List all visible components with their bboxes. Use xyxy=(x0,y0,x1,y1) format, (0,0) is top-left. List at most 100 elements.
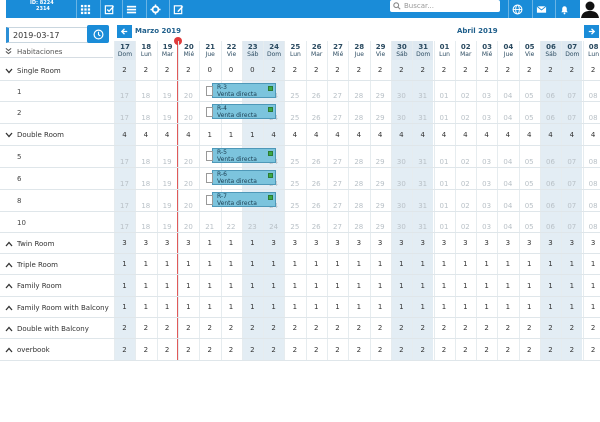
day-header[interactable]: 20 Mié xyxy=(177,41,199,60)
chevron-up-icon[interactable] xyxy=(5,326,13,332)
day-header[interactable]: 29 Vie xyxy=(369,41,391,60)
free-day-cell[interactable]: 07 xyxy=(567,158,577,166)
free-day-cell[interactable]: 18 xyxy=(141,114,151,122)
free-day-cell[interactable]: 19 xyxy=(162,114,172,122)
free-day-cell[interactable]: 03 xyxy=(482,180,492,188)
free-day-cell[interactable]: 04 xyxy=(503,114,513,122)
free-day-cell[interactable]: 30 xyxy=(396,180,406,188)
free-day-cell[interactable]: 06 xyxy=(546,180,555,188)
free-day-cell[interactable]: 01 xyxy=(439,158,449,166)
free-day-cell[interactable]: 31 xyxy=(418,180,428,188)
free-day-cell[interactable]: 01 xyxy=(439,180,449,188)
free-day-cell[interactable]: 25 xyxy=(290,158,300,166)
day-header[interactable]: 28 Jue xyxy=(348,41,369,60)
free-day-cell[interactable]: 19 xyxy=(162,92,172,100)
free-day-cell[interactable]: 03 xyxy=(482,202,492,210)
free-day-cell[interactable]: 20 xyxy=(183,223,193,231)
day-header[interactable]: 04 Jue xyxy=(497,41,518,60)
chevron-up-icon[interactable] xyxy=(5,283,13,289)
free-day-cell[interactable]: 04 xyxy=(503,223,513,231)
free-day-cell[interactable]: 25 xyxy=(290,202,300,210)
free-day-cell[interactable]: 17 xyxy=(120,92,129,100)
room-row[interactable]: 8 xyxy=(0,190,113,212)
free-day-cell[interactable]: 24 xyxy=(269,223,279,231)
day-header[interactable]: 23 Sáb xyxy=(241,41,263,60)
free-day-cell[interactable]: 18 xyxy=(141,180,151,188)
free-day-cell[interactable]: 05 xyxy=(524,158,534,166)
day-header[interactable]: 24 Dom xyxy=(263,41,285,60)
free-day-cell[interactable]: 26 xyxy=(311,92,321,100)
edit-icon[interactable] xyxy=(169,0,187,18)
free-day-cell[interactable]: 28 xyxy=(354,223,364,231)
free-day-cell[interactable]: 02 xyxy=(460,223,470,231)
day-header[interactable]: 03 Mié xyxy=(476,41,497,60)
free-day-cell[interactable]: 01 xyxy=(439,114,449,122)
free-day-cell[interactable]: 08 xyxy=(588,158,598,166)
free-day-cell[interactable]: 31 xyxy=(418,223,428,231)
reservation-block[interactable]: R-7 Venta directa xyxy=(206,192,276,207)
room-type-row[interactable]: Family Room xyxy=(0,275,113,297)
free-day-cell[interactable]: 04 xyxy=(503,92,513,100)
free-day-cell[interactable]: 02 xyxy=(460,92,470,100)
day-header[interactable]: 02 Mar xyxy=(454,41,476,60)
free-day-cell[interactable]: 30 xyxy=(396,158,406,166)
free-day-cell[interactable]: 28 xyxy=(354,114,364,122)
free-day-cell[interactable]: 03 xyxy=(482,158,492,166)
free-day-cell[interactable]: 28 xyxy=(354,202,364,210)
free-day-cell[interactable]: 22 xyxy=(226,223,236,231)
reservation-block[interactable]: R-6 Venta directa xyxy=(206,170,276,185)
free-day-cell[interactable]: 07 xyxy=(567,202,577,210)
free-day-cell[interactable]: 30 xyxy=(396,223,406,231)
free-day-cell[interactable]: 17 xyxy=(120,180,129,188)
free-day-cell[interactable]: 26 xyxy=(311,202,321,210)
free-day-cell[interactable]: 27 xyxy=(333,158,342,166)
free-day-cell[interactable]: 17 xyxy=(120,223,129,231)
free-day-cell[interactable]: 03 xyxy=(482,114,492,122)
free-day-cell[interactable]: 20 xyxy=(183,180,193,188)
reservation-block[interactable]: R-4 Venta directa xyxy=(206,104,276,119)
room-row[interactable]: 10 xyxy=(0,212,113,233)
chevron-up-icon[interactable] xyxy=(5,262,13,268)
free-day-cell[interactable]: 30 xyxy=(396,114,406,122)
free-day-cell[interactable]: 18 xyxy=(141,223,151,231)
free-day-cell[interactable]: 27 xyxy=(333,114,342,122)
checklist-icon[interactable] xyxy=(100,0,118,18)
free-day-cell[interactable]: 06 xyxy=(546,158,555,166)
free-day-cell[interactable]: 03 xyxy=(482,223,492,231)
free-day-cell[interactable]: 02 xyxy=(460,158,470,166)
free-day-cell[interactable]: 28 xyxy=(354,180,364,188)
day-header[interactable]: 21 Jue xyxy=(199,41,220,60)
today-button[interactable] xyxy=(87,25,109,43)
free-day-cell[interactable]: 17 xyxy=(120,202,129,210)
free-day-cell[interactable]: 18 xyxy=(141,202,151,210)
free-day-cell[interactable]: 20 xyxy=(183,158,193,166)
room-type-row[interactable]: overbook xyxy=(0,339,113,361)
day-header[interactable]: 25 Lun xyxy=(284,41,305,60)
free-day-cell[interactable]: 19 xyxy=(162,202,172,210)
free-day-cell[interactable]: 20 xyxy=(183,202,193,210)
free-day-cell[interactable]: 31 xyxy=(418,158,428,166)
free-day-cell[interactable]: 06 xyxy=(546,92,555,100)
free-day-cell[interactable]: 27 xyxy=(333,223,342,231)
free-day-cell[interactable]: 27 xyxy=(333,180,342,188)
next-period-button[interactable] xyxy=(584,25,599,38)
gear-icon[interactable] xyxy=(146,0,164,18)
free-day-cell[interactable]: 05 xyxy=(524,202,534,210)
free-day-cell[interactable]: 03 xyxy=(482,92,492,100)
free-day-cell[interactable]: 05 xyxy=(524,180,534,188)
free-day-cell[interactable]: 19 xyxy=(162,180,172,188)
mail-icon[interactable] xyxy=(532,0,550,18)
free-day-cell[interactable]: 07 xyxy=(567,180,577,188)
free-day-cell[interactable]: 17 xyxy=(120,114,129,122)
free-day-cell[interactable]: 08 xyxy=(588,223,598,231)
room-type-row[interactable]: Triple Room xyxy=(0,254,113,275)
free-day-cell[interactable]: 07 xyxy=(567,223,577,231)
room-type-row[interactable]: Twin Room xyxy=(0,233,113,254)
free-day-cell[interactable]: 06 xyxy=(546,202,555,210)
free-day-cell[interactable]: 31 xyxy=(418,114,428,122)
free-day-cell[interactable]: 19 xyxy=(162,158,172,166)
day-header[interactable]: 31 Dom xyxy=(412,41,434,60)
free-day-cell[interactable]: 25 xyxy=(290,92,300,100)
free-day-cell[interactable]: 18 xyxy=(141,158,151,166)
day-header[interactable]: 07 Dom xyxy=(561,41,583,60)
